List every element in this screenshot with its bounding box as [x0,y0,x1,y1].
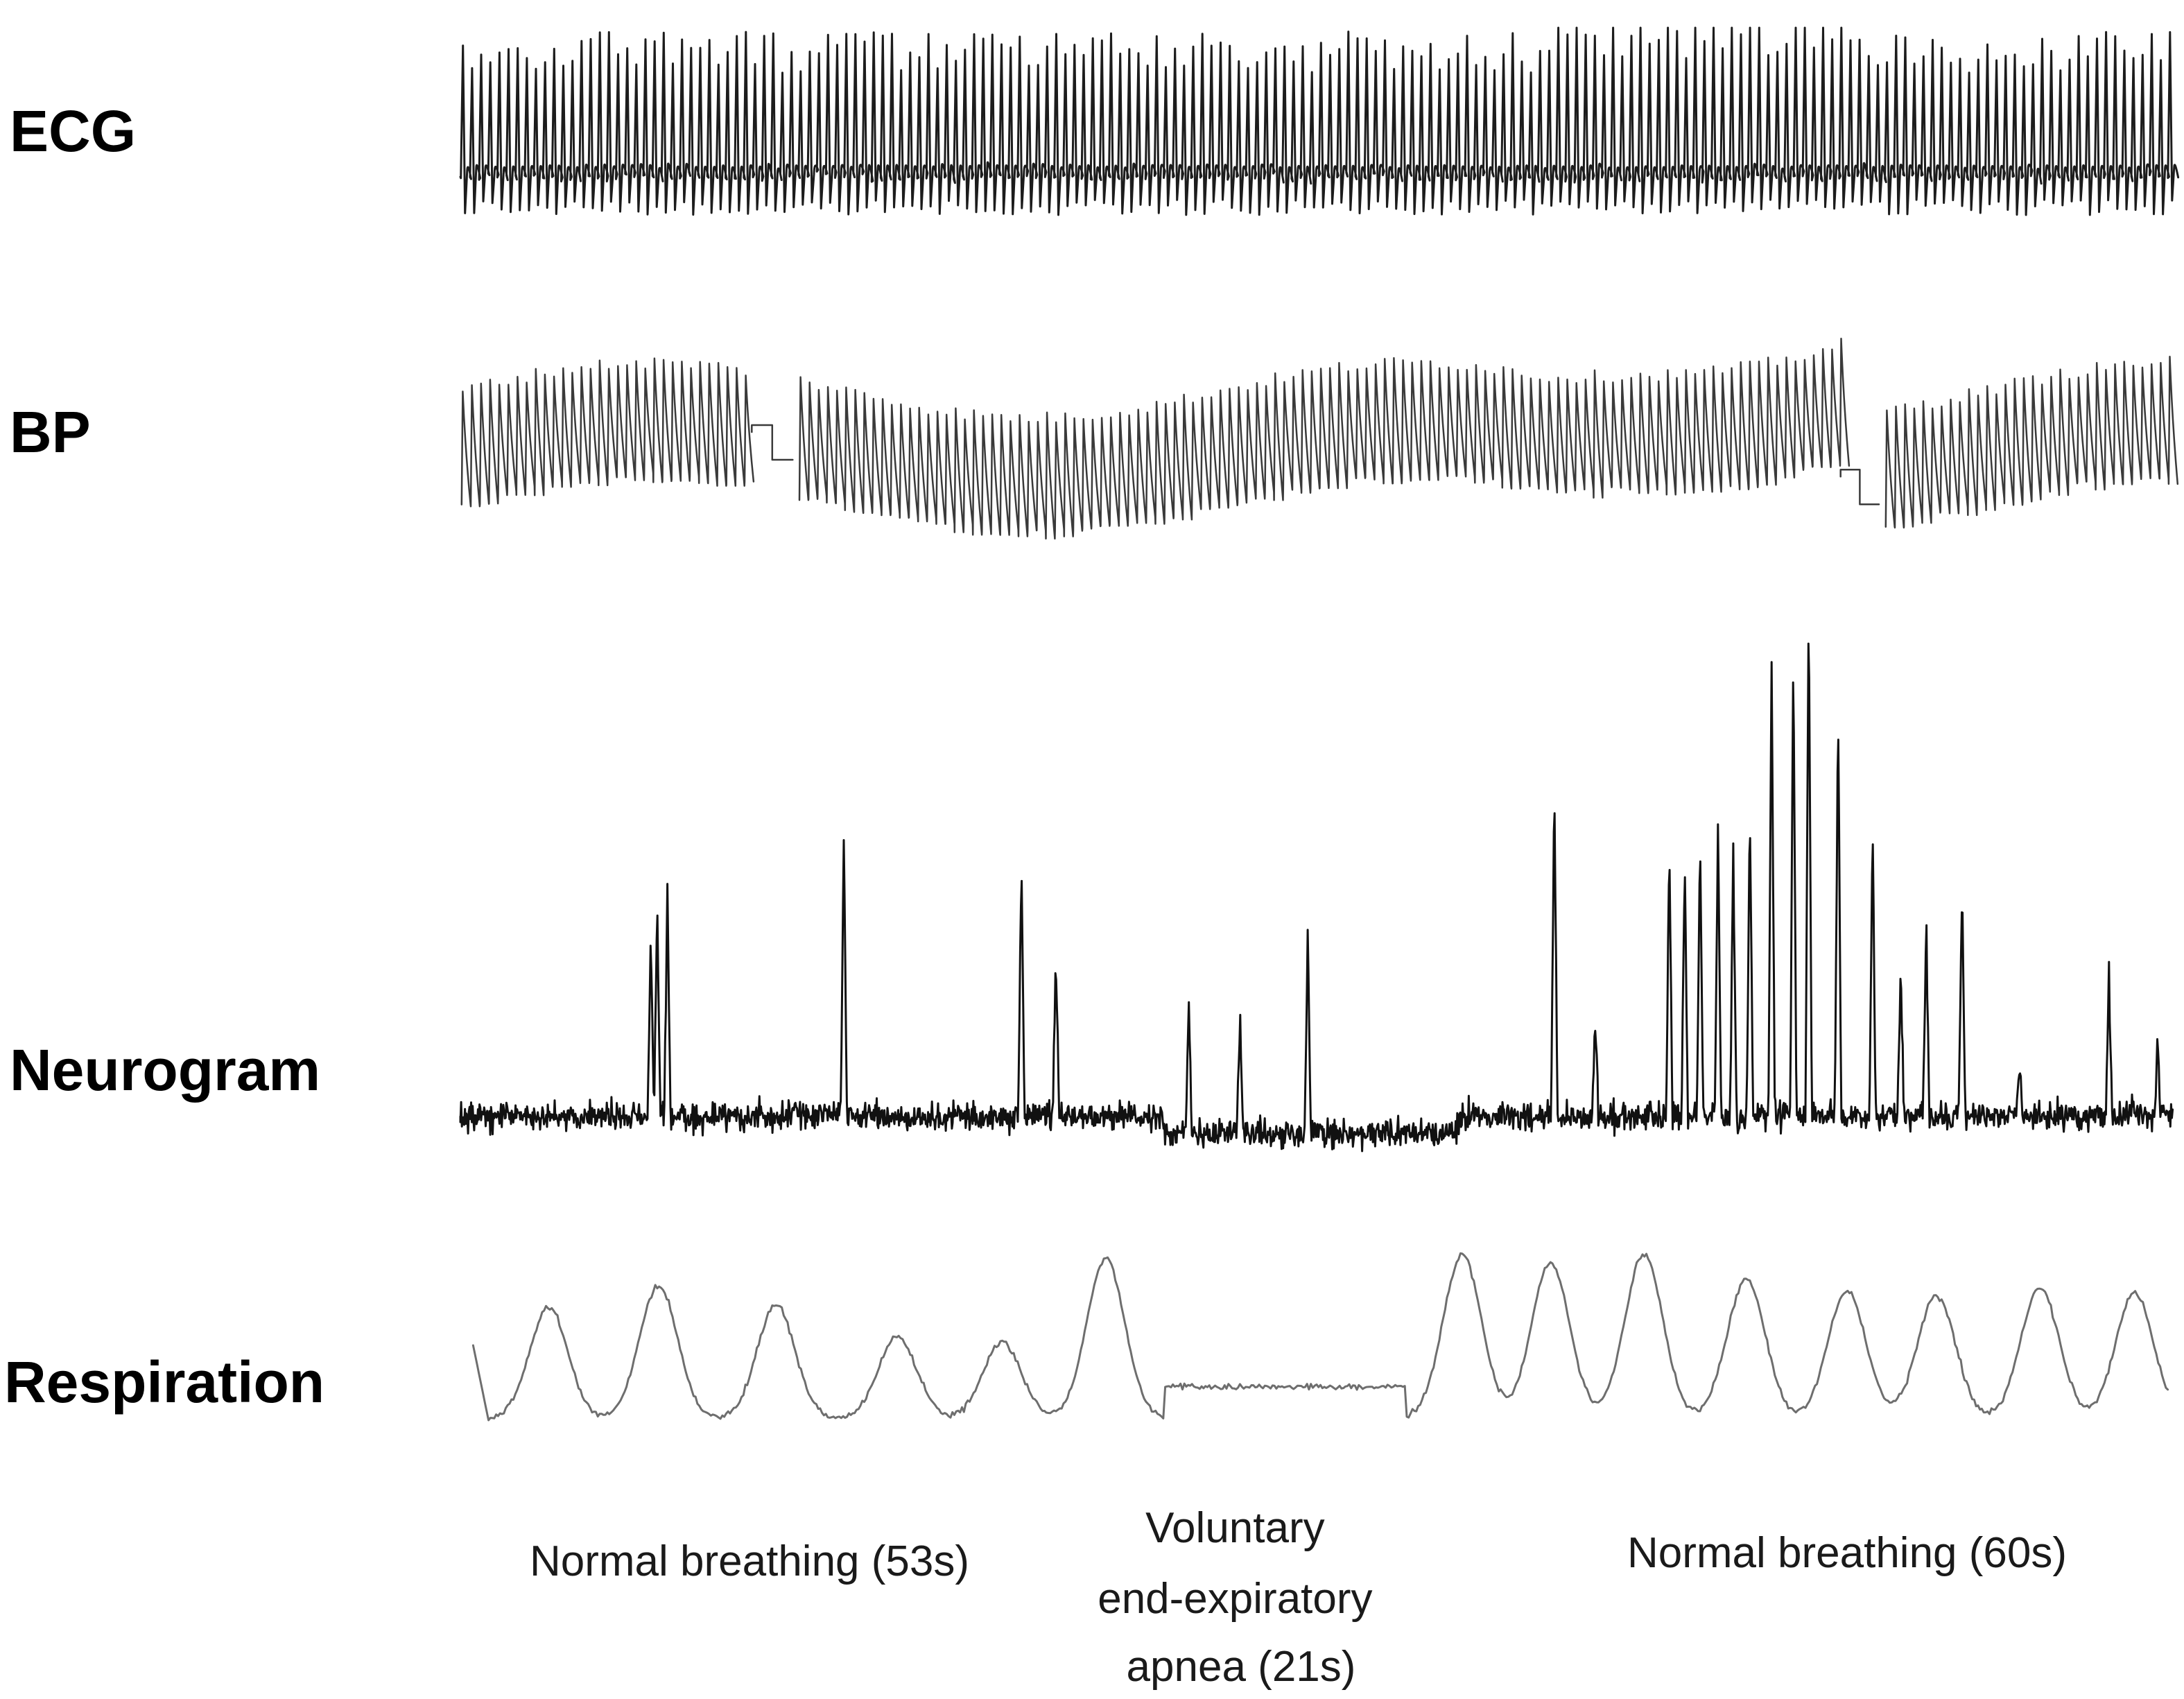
phase-label-normal-breathing-2: Normal breathing (60s) [1627,1529,2067,1577]
respiration-label: Respiration [4,1349,324,1415]
bp-label: BP [10,399,91,465]
phase-label-apnea: Voluntary end-expiratory apnea (21s) [1098,1504,1385,1691]
ecg-trace [459,26,2180,216]
bp-trace [460,338,2179,540]
ecg-label: ECG [10,98,136,164]
neurogram-trace [459,642,2174,1153]
phase-label-normal-breathing-1: Normal breathing (53s) [530,1537,969,1585]
respiration-trace [471,1252,2169,1422]
neurogram-label: Neurogram [10,1037,320,1103]
